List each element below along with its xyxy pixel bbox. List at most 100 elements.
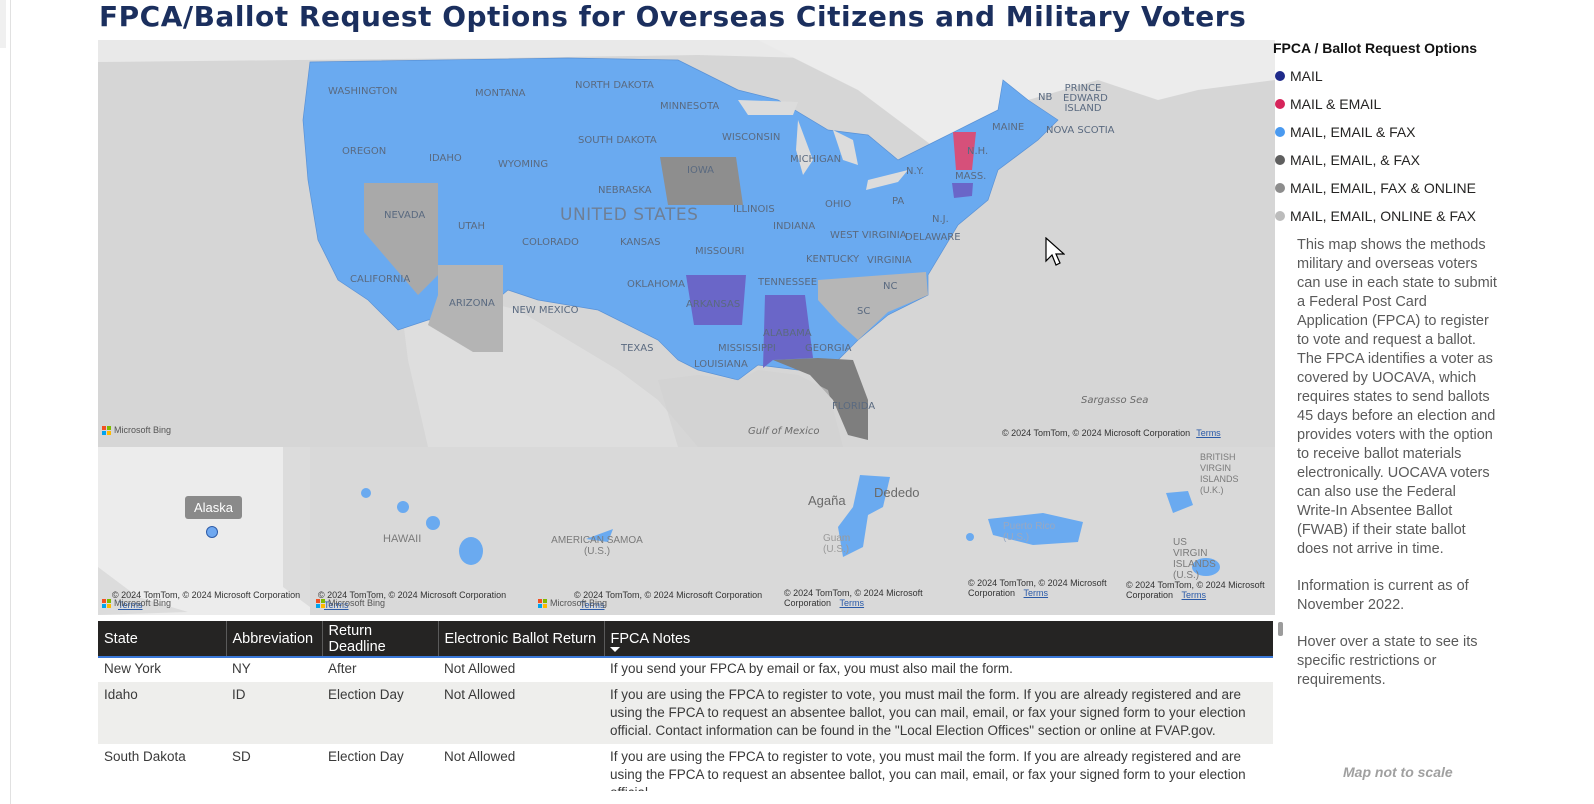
state-label: UTAH [458, 221, 486, 232]
territory-label: US VIRGIN ISLANDS (U.S.) [1173, 537, 1216, 581]
description-paragraph: Information is current as of November 20… [1297, 578, 1469, 613]
state-label: NC [883, 281, 898, 292]
state-label: MISSOURI [695, 246, 745, 257]
legend-item[interactable]: MAIL, EMAIL & FAX [1273, 118, 1533, 146]
state-label: MAINE [992, 122, 1025, 133]
map-copyright: © 2024 TomTom, © 2024 Microsoft Corporat… [1002, 428, 1221, 438]
territory-insets[interactable]: Alaska HAWAII AMERICAN SAMOA (U.S.) Agañ… [98, 447, 1275, 615]
cell-abbreviation: SD [232, 749, 251, 764]
state-label: INDIANA [773, 221, 816, 232]
territory-shapes [361, 475, 1220, 576]
bing-logo: Microsoft Bing [316, 598, 385, 608]
territory-label: HAWAII [383, 533, 422, 545]
table-row[interactable]: South Dakota SD Election Day Not Allowed… [98, 744, 1273, 791]
us-map[interactable]: WASHINGTON MONTANA NORTH DAKOTA MINNESOT… [98, 40, 1275, 447]
cell-state: Idaho [104, 687, 138, 702]
inset-copyright: © 2024 TomTom, © 2024 Microsoft Corporat… [574, 590, 763, 610]
left-divider [10, 0, 11, 804]
state-label: TENNESSEE [758, 277, 818, 288]
table-header-row: State Abbreviation Return Deadline Elect… [98, 621, 1273, 656]
state-label: WEST VIRGINIA [830, 230, 907, 241]
column-header-electronic-ballot-return[interactable]: Electronic Ballot Return [438, 621, 605, 656]
cell-notes: If you are using the FPCA to register to… [610, 749, 1246, 791]
mouse-cursor-icon [1045, 237, 1065, 266]
table-row[interactable]: Idaho ID Election Day Not Allowed If you… [98, 682, 1273, 744]
state-label: IOWA [687, 165, 715, 176]
map-description: This map shows the methods military and … [1297, 236, 1497, 708]
cell-notes: If you send your FPCA by email or fax, y… [610, 661, 1013, 676]
terms-link[interactable]: Terms [1196, 428, 1221, 438]
legend-dot-icon [1275, 183, 1285, 193]
cell-electronic-return: Not Allowed [444, 687, 516, 702]
cell-state: New York [104, 661, 162, 676]
bing-logo: Microsoft Bing [538, 598, 607, 608]
legend-item[interactable]: MAIL, EMAIL, FAX & ONLINE [1273, 174, 1533, 202]
header-underline [98, 656, 1273, 658]
state-label: MONTANA [475, 88, 526, 99]
left-panel-tab[interactable] [0, 0, 6, 48]
legend-item[interactable]: MAIL, EMAIL, ONLINE & FAX [1273, 202, 1533, 230]
table-scrollbar[interactable] [1278, 622, 1283, 636]
state-table[interactable]: State Abbreviation Return Deadline Elect… [98, 621, 1273, 791]
column-header-state[interactable]: State [98, 621, 227, 656]
state-label: SC [857, 306, 871, 317]
state-label: DELAWARE [905, 232, 961, 243]
us-map-shapes[interactable] [98, 40, 1275, 447]
inset-copyright: © 2024 TomTom, © 2024 Microsoft Corporat… [968, 578, 1107, 598]
bing-logo: Microsoft Bing [102, 598, 171, 608]
state-label: NEBRASKA [598, 185, 652, 196]
territory-label: AMERICAN SAMOA (U.S.) [551, 535, 643, 557]
state-label: VIRGINIA [867, 255, 912, 266]
state-label: KANSAS [620, 237, 661, 248]
territory-label: Agaña [808, 493, 846, 508]
column-header-return-deadline[interactable]: Return Deadline [322, 621, 439, 656]
province-label: NOVA SCOTIA [1046, 125, 1115, 136]
territory-label: BRITISH VIRGIN ISLANDS (U.K.) [1200, 452, 1239, 495]
column-header-abbreviation[interactable]: Abbreviation [226, 621, 323, 656]
state-label: ARIZONA [449, 298, 495, 309]
cell-electronic-return: Not Allowed [444, 749, 516, 764]
inset-copyright: © 2024 TomTom, © 2024 Microsoft Corporat… [318, 590, 507, 610]
legend-item[interactable]: MAIL, EMAIL, & FAX [1273, 146, 1533, 174]
table-row[interactable]: New York NY After Not Allowed If you sen… [98, 656, 1273, 682]
province-label: NB [1038, 92, 1053, 103]
country-label: UNITED STATES [560, 205, 699, 225]
description-paragraph: This map shows the methods military and … [1297, 237, 1497, 557]
state-label: TEXAS [621, 343, 654, 354]
state-label: MICHIGAN [790, 154, 842, 165]
territory-label: Puerto Rico (U.S.) [1003, 521, 1056, 543]
sort-desc-icon [609, 647, 620, 652]
column-header-fpca-notes[interactable]: FPCA Notes [604, 621, 1273, 656]
inset-copyright: © 2024 TomTom, © 2024 Microsoft Corporat… [1126, 580, 1265, 600]
legend-item[interactable]: MAIL & EMAIL [1273, 90, 1533, 118]
state-label: MINNESOTA [660, 101, 720, 112]
page-title: FPCA/Ballot Request Options for Overseas… [99, 0, 1247, 33]
state-label: N.Y. [906, 166, 924, 177]
state-label: CALIFORNIA [350, 274, 411, 285]
state-label: ILLINOIS [733, 204, 775, 215]
cell-return-deadline: After [328, 661, 357, 676]
inset-copyright: © 2024 TomTom, © 2024 Microsoft Corporat… [784, 588, 923, 608]
legend-item[interactable]: MAIL [1273, 62, 1533, 90]
state-label: OKLAHOMA [627, 279, 685, 290]
alaska-marker[interactable] [206, 526, 218, 538]
cell-electronic-return: Not Allowed [444, 661, 516, 676]
state-label: SOUTH DAKOTA [578, 135, 657, 146]
scale-note: Map not to scale [1343, 764, 1453, 780]
state-label: ALABAMA [763, 328, 812, 339]
map-legend: FPCA / Ballot Request Options MAIL MAIL … [1273, 40, 1533, 230]
water-label: Sargasso Sea [1081, 395, 1149, 406]
alaska-inset[interactable] [98, 447, 310, 615]
state-label: PA [892, 196, 905, 207]
cell-return-deadline: Election Day [328, 687, 404, 702]
state-label: OHIO [825, 199, 852, 210]
cell-abbreviation: ID [232, 687, 246, 702]
province-label: PRINCE EDWARD ISLAND [1063, 83, 1108, 114]
state-label: NEVADA [384, 210, 426, 221]
legend-dot-icon [1275, 211, 1285, 221]
state-label: COLORADO [522, 237, 579, 248]
state-label: FLORIDA [832, 401, 876, 412]
state-label: MASS. [955, 171, 987, 182]
legend-dot-icon [1275, 99, 1285, 109]
state-label: IDAHO [429, 153, 462, 164]
